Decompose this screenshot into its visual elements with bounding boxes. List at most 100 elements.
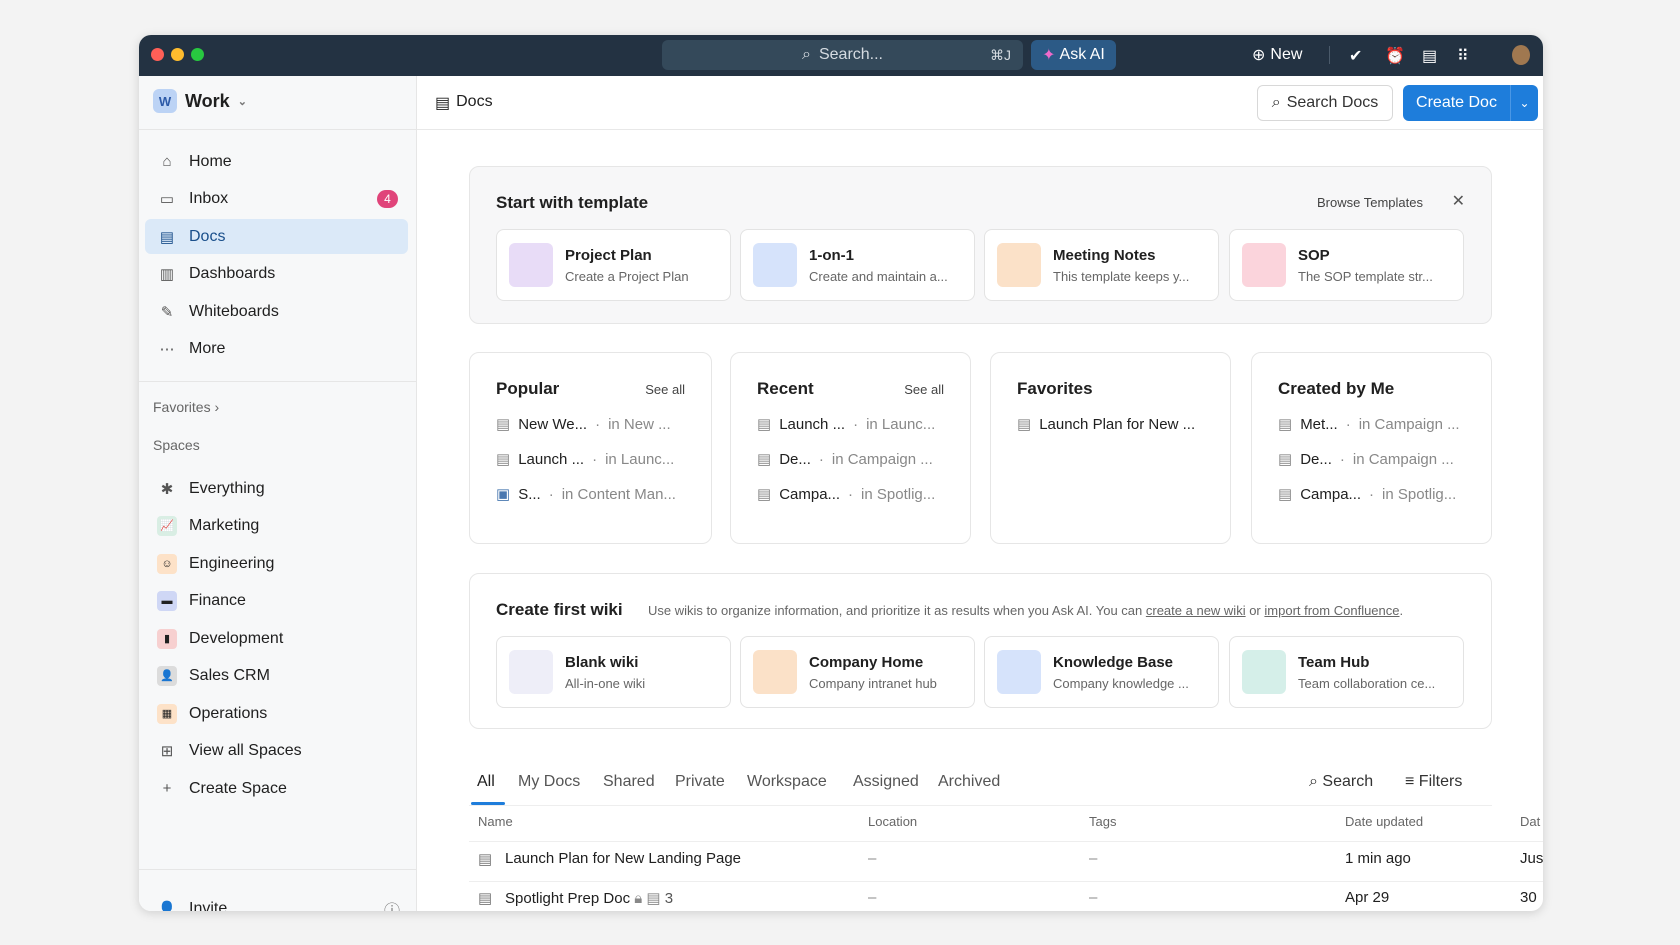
space-engineering[interactable]: ☺ Engineering [145, 546, 408, 581]
list-item[interactable]: ▤ De... · in Campaign ... [1278, 450, 1454, 469]
tab-archived[interactable]: Archived [938, 773, 1001, 790]
minimize-window-button[interactable] [171, 48, 184, 61]
column-header-tags[interactable]: Tags [1089, 814, 1117, 829]
divider [1329, 46, 1330, 64]
sidebar-item-docs[interactable]: ▤ Docs [145, 219, 408, 254]
list-item[interactable]: ▤ Met... · in Campaign ... [1278, 415, 1460, 434]
column-header-date-created[interactable]: Dat [1520, 814, 1541, 829]
space-label: Marketing [189, 516, 260, 534]
list-item[interactable]: ▤ Launch ... · in Launc... [757, 415, 936, 434]
import-confluence-link[interactable]: import from Confluence [1264, 603, 1400, 618]
wiki-card[interactable]: Knowledge Base Company knowledge ... [984, 636, 1219, 708]
card-title: Created by Me [1278, 379, 1395, 398]
wiki-or-text: or [1245, 603, 1265, 618]
plus-circle-icon: ⊕ [1252, 47, 1266, 64]
see-all-link[interactable]: See all [904, 382, 944, 397]
global-search[interactable]: ⌕ Search... ⌘J [662, 40, 1023, 70]
invite-label: Invite [189, 899, 228, 912]
template-section: Start with template Browse Templates ✕ P… [469, 166, 1492, 324]
wiki-card[interactable]: Company Home Company intranet hub [740, 636, 975, 708]
new-button[interactable]: ⊕ New [1252, 45, 1302, 65]
help-icon[interactable]: ⓘ [383, 902, 400, 912]
search-docs-button[interactable]: ⌕ Search Docs [1257, 85, 1393, 121]
breadcrumb[interactable]: ▤ Docs [435, 93, 493, 113]
space-sales-crm[interactable]: 👤 Sales CRM [145, 658, 408, 693]
tab-shared[interactable]: Shared [603, 773, 655, 790]
close-window-button[interactable] [151, 48, 164, 61]
invite-button[interactable]: 👤 Invite ⓘ [145, 891, 408, 912]
see-all-link[interactable]: See all [645, 382, 685, 397]
favorites-section[interactable]: Favorites › [153, 399, 219, 415]
chevron-down-icon[interactable]: ⌄ [1510, 85, 1538, 121]
doc-name[interactable]: Launch Plan for New Landing Page [505, 850, 742, 867]
template-thumbnail [509, 243, 553, 287]
column-header-name[interactable]: Name [478, 814, 513, 829]
tab-private[interactable]: Private [675, 773, 725, 790]
sidebar-item-whiteboards[interactable]: ✎ Whiteboards [145, 294, 408, 329]
browse-templates-link[interactable]: Browse Templates [1317, 195, 1423, 210]
list-item[interactable]: ▤ New We... · in New ... [496, 415, 671, 434]
view-all-spaces[interactable]: ⊞ View all Spaces [145, 733, 408, 768]
ask-ai-button[interactable]: ✦ Ask AI [1031, 40, 1116, 70]
notepad-icon[interactable]: ▤ [1422, 48, 1438, 65]
column-header-location[interactable]: Location [868, 814, 918, 829]
template-card[interactable]: SOP The SOP template str... [1229, 229, 1464, 301]
tab-assigned[interactable]: Assigned [853, 773, 919, 790]
item-location: in Content Man... [561, 485, 676, 503]
close-icon[interactable]: ✕ [1451, 193, 1465, 210]
tab-my-docs[interactable]: My Docs [518, 773, 581, 790]
sidebar-item-label: Home [189, 152, 232, 170]
apps-grid-icon[interactable]: ⠿ [1457, 48, 1469, 65]
card-title: Popular [496, 379, 560, 398]
item-name: De... [779, 450, 811, 468]
doc-icon: ▤ [496, 416, 511, 433]
table-search-button[interactable]: ⌕ Search [1309, 773, 1373, 791]
divider [469, 841, 1543, 842]
space-development[interactable]: ▮ Development [145, 621, 408, 656]
avatar[interactable] [1512, 45, 1530, 65]
list-item[interactable]: ▤ De... · in Campaign ... [757, 450, 933, 469]
template-card[interactable]: Project Plan Create a Project Plan [496, 229, 731, 301]
wiki-card[interactable]: Blank wiki All-in-one wiki [496, 636, 731, 708]
create-doc-button[interactable]: Create Doc ⌄ [1403, 85, 1538, 121]
maximize-window-button[interactable] [191, 48, 204, 61]
list-item[interactable]: ▤ Launch Plan for New ... [1017, 415, 1218, 434]
space-finance[interactable]: ▬ Finance [145, 583, 408, 618]
space-label: Engineering [189, 554, 275, 572]
list-item[interactable]: ▣ S... · in Content Man... [496, 485, 676, 504]
item-name: S... [518, 485, 541, 503]
item-name: De... [1300, 450, 1332, 468]
sidebar-item-more[interactable]: ⋯ More [145, 331, 408, 366]
template-card[interactable]: Meeting Notes This template keeps y... [984, 229, 1219, 301]
sidebar-item-inbox[interactable]: ▭ Inbox 4 [145, 181, 408, 216]
column-header-date-updated[interactable]: Date updated [1345, 814, 1424, 829]
search-icon: ⌕ [1309, 773, 1318, 790]
alarm-icon[interactable]: ⏰ [1385, 48, 1405, 65]
list-item[interactable]: ▤ Campa... · in Spotlig... [757, 485, 936, 504]
item-name: Campa... [779, 485, 841, 503]
filters-button[interactable]: ≡ Filters [1405, 773, 1462, 791]
template-card[interactable]: 1-on-1 Create and maintain a... [740, 229, 975, 301]
list-item[interactable]: ▤ Campa... · in Spotlig... [1278, 485, 1457, 504]
wiki-card[interactable]: Team Hub Team collaboration ce... [1229, 636, 1464, 708]
workspace-name: Work [185, 90, 230, 111]
space-label: Operations [189, 704, 268, 722]
sidebar-item-home[interactable]: ⌂ Home [145, 144, 408, 179]
item-location: in Spotlig... [1382, 485, 1457, 503]
list-item[interactable]: ▤ Launch ... · in Launc... [496, 450, 675, 469]
space-marketing[interactable]: 📈 Marketing [145, 508, 408, 543]
sidebar-item-dashboards[interactable]: ▥ Dashboards [145, 256, 408, 291]
space-everything[interactable]: ✱ Everything [145, 471, 408, 506]
workspace-switcher[interactable]: W Work ⌄ [153, 89, 247, 113]
create-wiki-link[interactable]: create a new wiki [1145, 603, 1246, 618]
space-operations[interactable]: ▦ Operations [145, 696, 408, 731]
tab-all[interactable]: All [471, 773, 505, 805]
tab-workspace[interactable]: Workspace [747, 773, 827, 790]
money-icon: ▬ [157, 590, 177, 611]
create-space[interactable]: + Create Space [145, 771, 408, 806]
wiki-card-desc: Company knowledge ... [1053, 675, 1189, 691]
sidebar-item-label: Docs [189, 227, 226, 245]
doc-name-cell[interactable]: Spotlight Prep Doc 🔒︎ ▤ 3 [505, 889, 673, 907]
item-location: in Spotlig... [861, 485, 936, 503]
check-circle-icon[interactable]: ✔ [1349, 48, 1363, 65]
